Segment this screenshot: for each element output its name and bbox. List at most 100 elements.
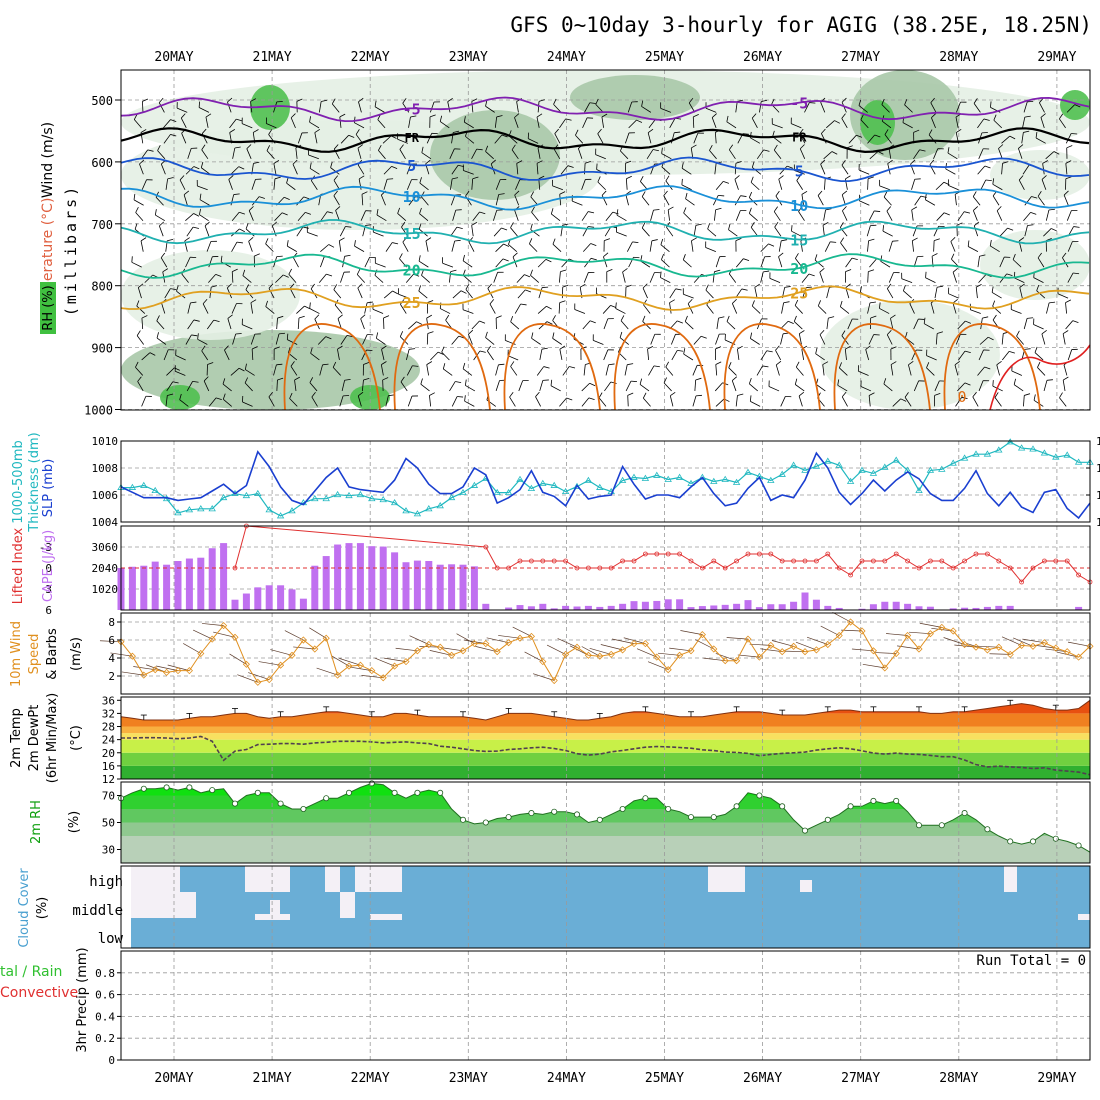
wind-barb <box>930 102 937 113</box>
wind-barb <box>495 380 500 392</box>
wind-barb <box>749 383 758 392</box>
wind-barb <box>535 396 542 407</box>
wind-barb-flag <box>1034 346 1038 353</box>
wind-barb <box>936 212 945 221</box>
wind-barb <box>605 364 609 376</box>
wind-barb-flag <box>905 331 908 338</box>
wind-barb <box>994 397 1002 407</box>
wind-barb-flag <box>589 102 596 104</box>
wind-barb-flag <box>238 166 245 170</box>
wind-barb-flag <box>1023 130 1030 133</box>
wind-barb-flag <box>700 335 707 339</box>
wind-barb <box>495 364 499 376</box>
wind-barb-flag <box>238 367 245 372</box>
wind10-marker <box>676 651 684 659</box>
wind-barb <box>208 274 216 283</box>
wind-barb-flag <box>663 377 668 384</box>
wind-barb-flag <box>167 177 174 180</box>
wind-barb <box>948 293 959 299</box>
wind-barb <box>266 150 275 160</box>
wind-barb <box>779 165 788 175</box>
wind-barb-flag <box>838 362 842 369</box>
lifted-index-marker <box>962 558 967 564</box>
wind-barb <box>888 241 893 252</box>
wind-barb <box>780 396 786 407</box>
cape-bar <box>653 600 661 610</box>
wind-barb-flag <box>985 179 992 182</box>
wind-barb <box>297 212 306 221</box>
wind-barb <box>977 165 986 175</box>
wind-barb <box>643 397 651 407</box>
wind10-barb <box>771 640 794 647</box>
wind-barb-flag <box>471 98 478 102</box>
wind-barb-flag <box>158 97 164 103</box>
wind-barb <box>231 211 240 221</box>
rh2m-marker <box>596 816 603 823</box>
wind-barb <box>203 380 210 392</box>
wind10-barb <box>409 635 429 645</box>
rh-band <box>121 809 1090 823</box>
wind-barb-flag <box>325 336 332 340</box>
wind-barb-flag <box>839 222 844 228</box>
wind-barb <box>1059 118 1066 129</box>
wind-barb-flag <box>647 345 654 350</box>
wind-barb <box>752 167 762 175</box>
wind-barb <box>841 396 848 407</box>
wind-barb-flag <box>289 283 295 289</box>
wind-barb-flag <box>974 221 980 227</box>
wind-barb <box>737 349 740 361</box>
wind-barb-flag <box>763 270 770 273</box>
wind-barb <box>681 167 692 175</box>
wind-barb <box>421 275 431 283</box>
wind-barb <box>357 287 363 299</box>
wind-barb-flag <box>881 98 885 105</box>
wind-barb <box>358 178 362 190</box>
wind-barb-flag <box>869 301 876 304</box>
cape-bar <box>573 606 581 610</box>
wind-barb <box>442 262 454 268</box>
wind-barb-flag <box>931 113 937 118</box>
wind-barb-flag <box>606 269 613 272</box>
wind-barb <box>294 379 297 391</box>
wind10-barb <box>875 652 897 654</box>
wind-barb-flag <box>159 221 165 227</box>
cloud-clear-gap <box>160 892 196 918</box>
wind-barb-flag <box>138 283 144 288</box>
wind-barb <box>208 397 217 407</box>
wind-barb <box>157 150 166 160</box>
wind-barb <box>685 198 695 206</box>
wind10-barb <box>229 653 247 665</box>
label-millibars: (millibars) <box>62 184 80 316</box>
wind-barb <box>604 381 612 392</box>
wind-barb <box>223 398 232 407</box>
wind-barb <box>289 288 296 299</box>
wind-barb <box>340 335 348 345</box>
wind10-barb <box>316 667 338 676</box>
wind-barb-flag <box>201 144 206 150</box>
thickness-marker <box>356 490 365 498</box>
wind-barb-flag <box>791 225 793 232</box>
wind-barb <box>155 196 164 206</box>
wind-barb <box>231 271 234 283</box>
temp2m-color-bands <box>121 697 1090 779</box>
lifted-index-marker <box>985 551 990 557</box>
wind-barb-flag <box>947 147 950 154</box>
wind-barb-flag <box>283 274 289 278</box>
wind-barb <box>357 148 362 159</box>
wind-barb-flag <box>972 391 977 398</box>
wind-barb-flag <box>845 345 851 350</box>
wind-barb-flag <box>512 252 518 258</box>
wind-barb <box>728 149 736 160</box>
wind-barb <box>380 364 384 376</box>
wind-barb <box>408 196 416 206</box>
wind-barb <box>187 319 195 330</box>
wind-barb-flag <box>799 330 805 335</box>
wind-barb-flag <box>333 190 338 197</box>
wind-barb <box>892 398 901 407</box>
wind-barb-flag <box>661 147 663 154</box>
wind-barb-flag <box>734 175 740 180</box>
wind-barb <box>339 226 346 237</box>
temp-band <box>121 752 1090 766</box>
wind-barb-flag <box>242 269 246 276</box>
